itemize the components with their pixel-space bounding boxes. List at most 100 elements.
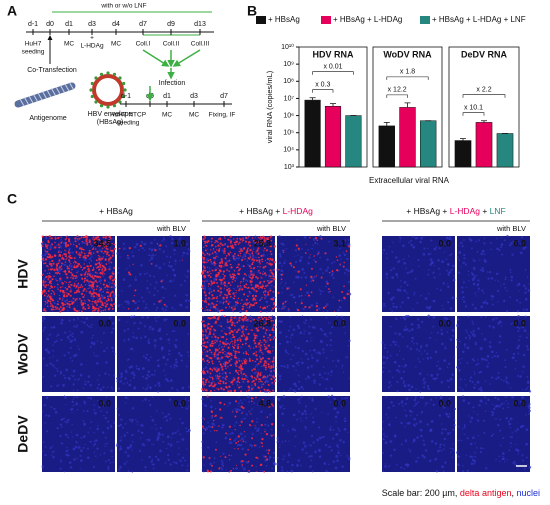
antigen-dot <box>73 286 76 288</box>
antigen-dot <box>250 397 254 400</box>
nucleus <box>124 451 127 454</box>
nucleus <box>458 251 462 254</box>
nucleus <box>40 242 44 246</box>
nucleus <box>179 237 182 240</box>
antigen-dot <box>76 235 79 238</box>
antigen-dot <box>261 242 264 244</box>
micrograph-bg <box>117 396 190 472</box>
antigen-dot <box>50 308 54 311</box>
nucleus <box>181 464 184 467</box>
antigen-dot <box>220 264 223 268</box>
antigen-dot <box>229 240 233 243</box>
nucleus <box>447 274 450 277</box>
antigen-dot <box>267 384 270 387</box>
antigen-dot <box>210 377 212 379</box>
nucleus <box>339 247 341 250</box>
nucleus <box>212 249 215 252</box>
nucleus <box>82 387 85 389</box>
nucleus <box>254 236 257 239</box>
antigen-dot <box>222 380 225 383</box>
nucleus <box>49 447 52 450</box>
nucleus <box>319 268 322 271</box>
antigen-dot <box>241 308 244 311</box>
nucleus <box>430 398 433 401</box>
nucleus <box>68 461 72 464</box>
antigen-dot <box>272 405 274 407</box>
nucleus <box>437 258 440 262</box>
nucleus <box>281 469 284 472</box>
antigen-dot <box>211 252 214 254</box>
nucleus <box>451 268 454 271</box>
antigen-dot <box>41 245 43 247</box>
antigen-dot <box>264 381 267 384</box>
antigen-dot <box>210 249 212 251</box>
nucleus <box>463 300 466 303</box>
antigen-dot <box>206 395 209 398</box>
antigen-dot <box>224 293 227 296</box>
nucleus <box>315 302 319 305</box>
nucleus <box>147 340 150 343</box>
nucleus <box>460 266 462 268</box>
hbsag-icon <box>92 74 124 106</box>
nucleus <box>483 292 485 294</box>
nucleus <box>471 380 474 384</box>
nucleus <box>284 440 287 443</box>
antigen-dot <box>250 281 252 284</box>
nucleus <box>526 276 529 278</box>
antigenome-stripe <box>28 95 34 104</box>
nucleus <box>410 239 412 242</box>
antigen-dot <box>251 258 254 261</box>
nucleus <box>55 244 58 247</box>
nucleus <box>75 433 79 437</box>
antigen-dot <box>99 259 102 261</box>
nucleus <box>398 350 401 352</box>
antigen-dot <box>226 245 230 248</box>
nucleus <box>437 360 440 363</box>
nucleus <box>273 395 276 398</box>
nucleus <box>273 316 277 320</box>
micrograph-bg <box>457 236 530 312</box>
nucleus <box>45 251 48 255</box>
nucleus <box>399 305 402 308</box>
antigen-dot <box>75 275 78 277</box>
nucleus <box>342 318 345 321</box>
antigen-dot <box>99 289 101 291</box>
blv-label: with BLV <box>316 224 346 233</box>
antigen-dot <box>252 274 254 277</box>
nucleus <box>265 239 268 242</box>
nucleus <box>311 356 314 360</box>
nucleus <box>150 241 153 245</box>
antigen-dot <box>251 286 254 290</box>
antigen-dot <box>224 363 227 366</box>
antigen-dot <box>104 236 106 238</box>
antigen-dot <box>262 335 265 338</box>
nucleus <box>479 269 482 271</box>
antigen-dot <box>65 245 67 247</box>
nucleus <box>63 374 65 377</box>
nucleus <box>529 403 531 405</box>
nucleus <box>272 331 275 334</box>
nucleus <box>386 276 388 279</box>
antigen-dot <box>204 324 206 327</box>
nucleus <box>122 242 125 246</box>
nucleus <box>135 336 138 340</box>
nucleus <box>337 451 340 455</box>
nucleus <box>313 379 316 383</box>
antigen-dot <box>48 296 51 299</box>
nucleus <box>402 404 404 407</box>
antigen-dot <box>46 265 49 267</box>
nucleus <box>519 375 522 378</box>
nucleus <box>69 378 71 381</box>
nucleus <box>124 402 127 404</box>
antigen-dot <box>241 288 244 291</box>
antigen-dot <box>266 242 269 245</box>
nucleus <box>52 455 55 459</box>
nucleus <box>117 387 121 390</box>
comparison-bracket <box>312 71 354 75</box>
antigen-dot <box>229 284 232 286</box>
nucleus <box>517 453 519 455</box>
nucleus <box>90 303 92 305</box>
nucleus <box>165 419 169 422</box>
bar <box>399 107 416 168</box>
nucleus <box>166 274 168 277</box>
